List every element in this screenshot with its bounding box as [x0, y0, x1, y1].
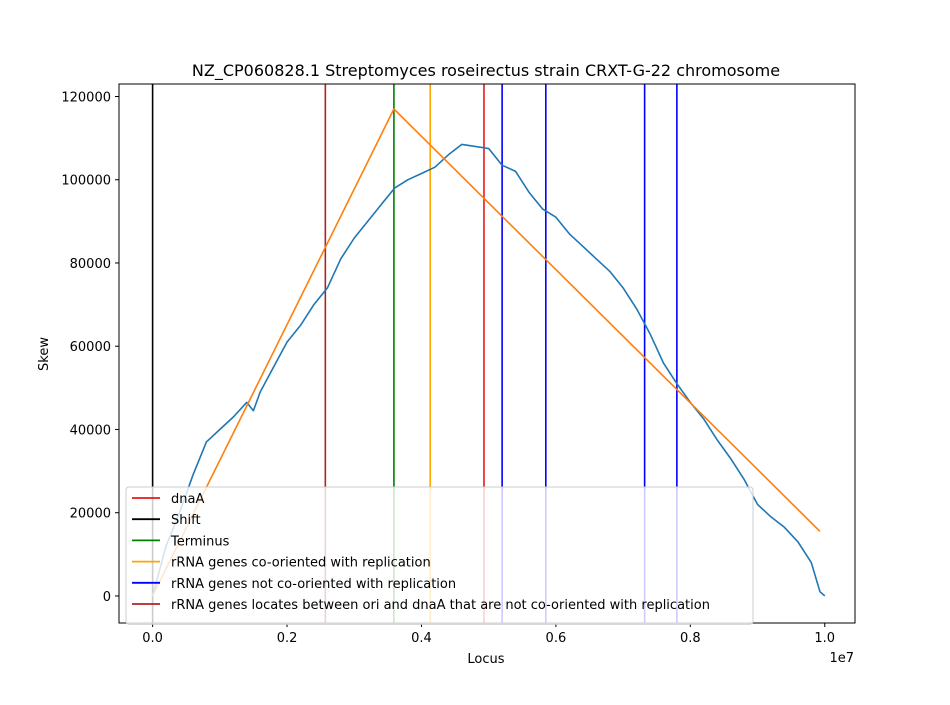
legend-entry-label: Terminus: [170, 534, 230, 549]
legend-entry-label: rRNA genes co-oriented with replication: [171, 556, 431, 571]
legend: dnaA Shift Terminus rRNA genes co-oriented …: [125, 486, 754, 625]
y-tick-label: 60000: [70, 340, 111, 355]
y-axis-label: Skew: [37, 337, 52, 371]
legend-entry-label: dnaA: [171, 492, 204, 507]
x-axis-label: Locus: [467, 652, 504, 667]
y-tick-label: 80000: [70, 257, 111, 272]
legend-entry-label: rRNA genes not co-oriented with replicat…: [171, 577, 456, 592]
chart-title: NZ_CP060828.1 Streptomyces roseirectus s…: [192, 61, 780, 81]
x-tick-label: 0.8: [680, 631, 701, 646]
x-tick-label: 0.6: [546, 631, 567, 646]
y-tick-label: 0: [103, 590, 111, 605]
y-tick-label: 20000: [70, 507, 111, 522]
series-line-0: [151, 143, 826, 597]
x-tick-label: 0.0: [142, 631, 163, 646]
plot-area: [151, 84, 826, 623]
y-tick-label: 40000: [70, 423, 111, 438]
x-tick-label: 0.4: [411, 631, 432, 646]
y-tick-label: 100000: [61, 174, 111, 189]
legend-box: [125, 486, 754, 625]
axes: 0.0 0.2 0.4 0.6 0.8 1.0 0 20000 40000 60000 80000 1…: [61, 83, 856, 646]
legend-entry-label: rRNA genes locates between ori and dnaA …: [171, 598, 710, 613]
x-tick-label: 1.0: [814, 631, 835, 646]
legend-entry-label: Shift: [171, 513, 201, 528]
x-tick-label: 0.2: [277, 631, 298, 646]
y-tick-label: 120000: [61, 90, 111, 105]
x-axis-offset-label: 1e7: [829, 651, 854, 666]
series-line-1: [151, 108, 821, 597]
